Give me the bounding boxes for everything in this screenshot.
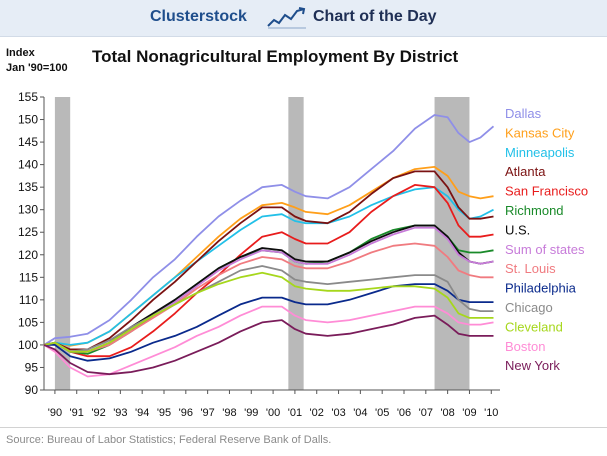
source-note: Source: Bureau of Labor Statistics; Fede… xyxy=(6,434,332,446)
legend-entry: Philadelphia xyxy=(505,281,577,296)
y-tick-label: 155 xyxy=(18,90,38,104)
legend-entry: Atlanta xyxy=(505,164,546,179)
y-axis-caption-base: Jan '90=100 xyxy=(6,62,68,74)
series-line xyxy=(43,314,494,376)
x-tick-label: '05 xyxy=(375,407,389,419)
x-tick-label: '03 xyxy=(331,407,345,419)
legend-entry: Dallas xyxy=(505,106,542,121)
series-line xyxy=(43,305,494,378)
x-tick-label: '04 xyxy=(353,407,367,419)
legend-entry: Cleveland xyxy=(505,319,563,334)
legend-entry: Richmond xyxy=(505,203,564,218)
legend-entry: San Francisco xyxy=(505,184,588,199)
series-line xyxy=(43,114,495,346)
series-line xyxy=(43,186,494,346)
y-tick-label: 115 xyxy=(19,270,38,284)
y-tick-label: 105 xyxy=(18,315,38,329)
x-tick-label: '90 xyxy=(48,407,62,419)
recession-band xyxy=(54,97,71,390)
series-line xyxy=(43,242,494,353)
brand-name: Clusterstock xyxy=(150,8,247,25)
y-tick-label: 110 xyxy=(19,293,38,307)
legend-entry: U.S. xyxy=(505,222,530,237)
x-tick-label: '99 xyxy=(244,407,258,419)
series-line xyxy=(43,170,494,351)
brand-subtitle: Chart of the Day xyxy=(313,8,437,25)
y-tick-label: 90 xyxy=(25,383,39,397)
legend-entry: Boston xyxy=(505,339,545,354)
legend-entry: Minneapolis xyxy=(505,145,575,160)
trend-logo-icon xyxy=(267,7,306,29)
footer-divider xyxy=(0,427,607,428)
x-tick-label: '09 xyxy=(462,407,476,419)
x-tick-label: '92 xyxy=(91,407,105,419)
y-tick-label: 140 xyxy=(18,158,38,172)
legend-entry: New York xyxy=(505,358,560,373)
x-tick-label: '94 xyxy=(135,407,149,419)
series-line xyxy=(43,265,494,353)
x-tick-label: '95 xyxy=(157,407,171,419)
x-tick-label: '06 xyxy=(397,407,411,419)
y-axis-caption: Index xyxy=(6,47,35,59)
y-tick-label: 95 xyxy=(25,360,39,374)
recession-band xyxy=(288,97,304,390)
x-tick-label: '93 xyxy=(113,407,127,419)
series-line xyxy=(43,226,494,353)
x-tick-label: '98 xyxy=(222,407,236,419)
legend-entry: Chicago xyxy=(505,300,553,315)
x-tick-label: '08 xyxy=(440,407,454,419)
y-tick-label: 135 xyxy=(18,180,38,194)
x-tick-label: '00 xyxy=(266,407,280,419)
x-tick-label: '97 xyxy=(200,407,214,419)
y-tick-label: 145 xyxy=(18,135,38,149)
y-tick-label: 125 xyxy=(18,225,38,239)
x-tick-label: '01 xyxy=(288,407,302,419)
series-line xyxy=(43,271,494,353)
x-tick-label: '02 xyxy=(310,407,324,419)
y-tick-label: 130 xyxy=(18,203,38,217)
legend-entry: Sum of states xyxy=(505,242,585,257)
x-tick-label: '07 xyxy=(419,407,433,419)
x-tick-label: '10 xyxy=(484,407,498,419)
y-tick-label: 150 xyxy=(18,113,38,127)
x-tick-label: '91 xyxy=(70,407,84,419)
series-line xyxy=(43,183,494,358)
y-tick-label: 120 xyxy=(18,248,38,262)
series-line xyxy=(44,283,494,362)
chart-title: Total Nonagricultural Employment By Dist… xyxy=(92,47,459,66)
x-tick-label: '96 xyxy=(179,407,193,419)
y-tick-label: 100 xyxy=(18,338,38,352)
header-banner: Clusterstock Chart of the Day xyxy=(0,0,607,37)
legend-entry: St. Louis xyxy=(505,261,556,276)
legend-entry: Kansas City xyxy=(505,125,575,140)
